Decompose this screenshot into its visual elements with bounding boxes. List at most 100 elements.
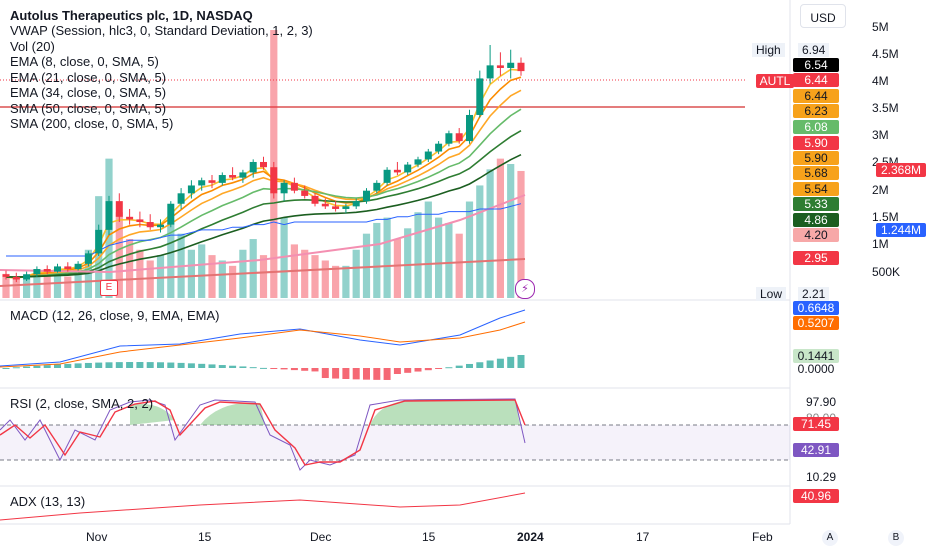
macd-line (0, 309, 526, 367)
candle-body (167, 203, 175, 225)
macd-histogram-bar (177, 362, 185, 368)
candle-body (12, 276, 20, 280)
macd-tag: 0.1441 (793, 349, 839, 363)
rsi-scale-bottom: 10.29 (806, 470, 837, 484)
candle-body (23, 274, 31, 280)
ema-line (5, 130, 522, 278)
earnings-marker[interactable]: E (100, 280, 118, 296)
macd-label: MACD (12, 26, close, 9, EMA, EMA) (10, 308, 220, 323)
candle-body (393, 169, 401, 173)
volume-tick: 3M (872, 128, 889, 142)
high-value: 6.94 (798, 43, 830, 57)
indicator-legend-item[interactable]: EMA (8, close, 0, SMA, 5) (10, 54, 159, 69)
candle-body (383, 169, 391, 183)
macd-histogram-bar (239, 366, 247, 368)
macd-histogram-bar (23, 366, 31, 368)
indicator-legend-item[interactable]: EMA (34, close, 0, SMA, 5) (10, 85, 167, 100)
candle-body (280, 182, 288, 194)
macd-histogram-bar (187, 363, 195, 368)
volume-bar (218, 260, 226, 298)
log-scale-button[interactable]: B (888, 530, 904, 546)
volume-bar (136, 249, 144, 298)
volume-bar (33, 276, 41, 298)
volume-bar (249, 239, 257, 298)
candle-body (476, 78, 484, 115)
candle-body (84, 253, 92, 264)
volume-tag: 1.244M (876, 223, 926, 237)
price-tag: 5.54 (793, 182, 839, 196)
volume-bar (53, 271, 62, 298)
volume-bar (435, 217, 443, 298)
macd-histogram-bar (424, 368, 432, 371)
macd-histogram-bar (290, 368, 298, 371)
macd-tag: 0.5207 (793, 316, 839, 330)
indicator-legend-item[interactable]: VWAP (Session, hlc3, 0, Standard Deviati… (10, 23, 313, 38)
macd-histogram-bar (249, 367, 257, 369)
macd-histogram-bar (301, 368, 309, 371)
chart-title: Autolus Therapeutics plc, 1D, NASDAQ (10, 8, 253, 23)
macd-histogram-bar (74, 363, 82, 368)
macd-histogram-bar (218, 365, 226, 368)
currency-button[interactable]: USD (800, 4, 846, 28)
macd-histogram-bar (2, 368, 10, 369)
candle-body (157, 224, 164, 228)
volume-bar (126, 239, 134, 298)
volume-bar (43, 273, 51, 298)
candle-body (187, 185, 195, 194)
candle-body (352, 201, 360, 207)
candle-body (342, 206, 350, 209)
volume-bar (496, 158, 504, 298)
dividend-icon[interactable]: ⚡ (515, 279, 535, 299)
macd-histogram-bar (383, 368, 391, 380)
candle-body (218, 175, 226, 183)
indicator-legend-item[interactable]: Vol (20) (10, 38, 55, 54)
ticker-tag[interactable]: AUTL (756, 74, 794, 88)
macd-histogram-bar (126, 362, 134, 368)
volume-bar (332, 265, 340, 298)
price-tag: 6.44 (793, 73, 839, 87)
auto-scale-button[interactable]: A (822, 530, 838, 546)
candle-body (466, 114, 473, 142)
ema-line (5, 108, 522, 279)
adx-label: ADX (13, 13) (10, 494, 86, 509)
macd-histogram-bar (342, 368, 350, 379)
adx-line (0, 492, 526, 521)
volume-bar (455, 233, 463, 298)
volume-bar (517, 170, 525, 298)
macd-histogram-bar (393, 368, 401, 374)
indicator-legend-item[interactable]: SMA (50, close, 0, SMA, 5) (10, 100, 167, 116)
vwap-line (6, 203, 522, 257)
volume-tick: 4M (872, 74, 889, 88)
indicator-legend-item[interactable]: SMA (200, close, 0, SMA, 5) (10, 116, 174, 131)
candle-body (445, 133, 453, 144)
macd-histogram-bar (517, 354, 525, 368)
macd-histogram-bar (43, 365, 51, 368)
price-tag: 5.90 (793, 151, 839, 165)
volume-bar (424, 201, 432, 298)
time-axis-label: Feb (752, 530, 773, 544)
candle-body (332, 206, 340, 209)
volume-bar (74, 268, 82, 298)
rsi-tag: 42.91 (793, 443, 839, 457)
volume-tag: 2.368M (876, 163, 926, 177)
candle-body (260, 161, 267, 168)
candle-body (435, 143, 443, 152)
candle-body (126, 216, 134, 220)
volume-bar (115, 212, 123, 298)
macd-histogram-bar (373, 368, 381, 380)
macd-histogram-bar (95, 362, 103, 368)
rsi-ma-line (0, 399, 526, 466)
macd-histogram-bar (167, 362, 175, 368)
macd-histogram-bar (321, 368, 329, 379)
rsi-overbought-fill (200, 402, 265, 425)
rsi-band-fill (0, 425, 790, 460)
sma-50-line (0, 194, 526, 274)
indicator-legend-item[interactable]: EMA (21, close, 0, SMA, 5) (10, 69, 167, 85)
rsi-overbought-fill (130, 404, 175, 425)
candle-body (414, 159, 422, 165)
macd-histogram-bar (455, 365, 463, 368)
candle-body (270, 167, 278, 194)
macd-histogram-bar (311, 368, 319, 372)
